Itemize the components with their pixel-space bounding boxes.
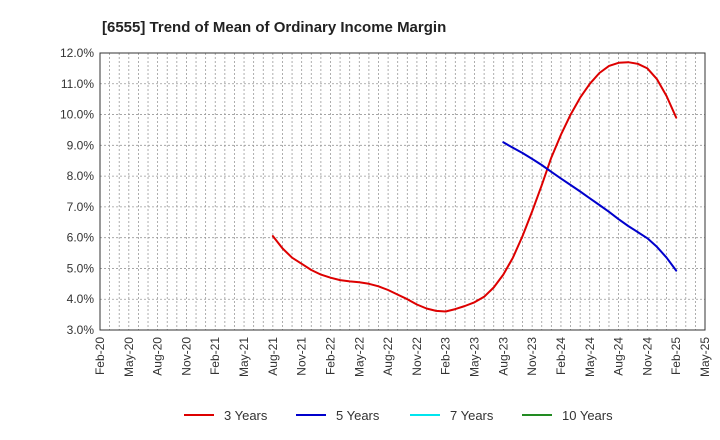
x-tick-label: Aug-24	[612, 337, 626, 376]
y-tick-label: 11.0%	[61, 77, 94, 91]
x-tick-label: Feb-24	[554, 337, 568, 375]
y-tick-label: 7.0%	[67, 200, 95, 214]
x-tick-label: Feb-25	[669, 337, 683, 375]
y-tick-label: 6.0%	[67, 231, 95, 245]
x-tick-label: Nov-20	[179, 337, 193, 376]
x-tick-label: Aug-20	[151, 337, 165, 376]
y-tick-label: 3.0%	[67, 323, 95, 337]
x-tick-label: Aug-23	[496, 337, 510, 376]
x-tick-label: Feb-21	[208, 337, 222, 375]
series-line	[271, 61, 678, 313]
x-tick-label: Nov-23	[525, 337, 539, 376]
legend-label: 3 Years	[224, 408, 268, 423]
plot-frame	[99, 52, 706, 331]
x-tick-label: Aug-21	[266, 337, 280, 376]
legend-label: 10 Years	[562, 408, 613, 423]
series-line	[502, 141, 678, 272]
y-tick-label: 5.0%	[67, 261, 95, 275]
x-tick-label: May-21	[237, 337, 251, 377]
y-tick-label: 10.0%	[60, 108, 94, 122]
x-tick-label: Feb-20	[93, 337, 107, 375]
series-lines	[271, 61, 678, 313]
x-tick-label: Nov-21	[295, 337, 309, 376]
legend-label: 7 Years	[450, 408, 494, 423]
y-tick-label: 4.0%	[67, 292, 95, 306]
y-tick-label: 12.0%	[60, 46, 94, 60]
legend: 3 Years 5 Years 7 Years 10 Years	[184, 408, 613, 423]
x-tick-label: May-24	[583, 337, 597, 377]
x-axis: Feb-20 May-20 Aug-20 Nov-20 Feb-21 May-21 Aug-…	[93, 337, 712, 377]
y-tick-label: 8.0%	[67, 169, 95, 183]
x-tick-label: May-25	[698, 337, 712, 377]
y-axis: 3.0% 4.0% 5.0% 6.0% 7.0% 8.0% 9.0% 10.0% 11.0% 12…	[60, 46, 94, 337]
y-tick-label: 9.0%	[67, 138, 95, 152]
x-tick-label: Nov-22	[410, 337, 424, 376]
legend-label: 5 Years	[336, 408, 380, 423]
chart-title: [6555] Trend of Mean of Ordinary Income …	[102, 19, 446, 36]
x-tick-label: May-22	[352, 337, 366, 377]
x-tick-label: Feb-23	[439, 337, 453, 375]
x-tick-label: Feb-22	[323, 337, 337, 375]
x-tick-label: May-23	[468, 337, 482, 377]
x-tick-label: Nov-24	[640, 337, 654, 376]
x-tick-label: May-20	[122, 337, 136, 377]
x-tick-label: Aug-22	[381, 337, 395, 376]
grid	[100, 53, 705, 330]
